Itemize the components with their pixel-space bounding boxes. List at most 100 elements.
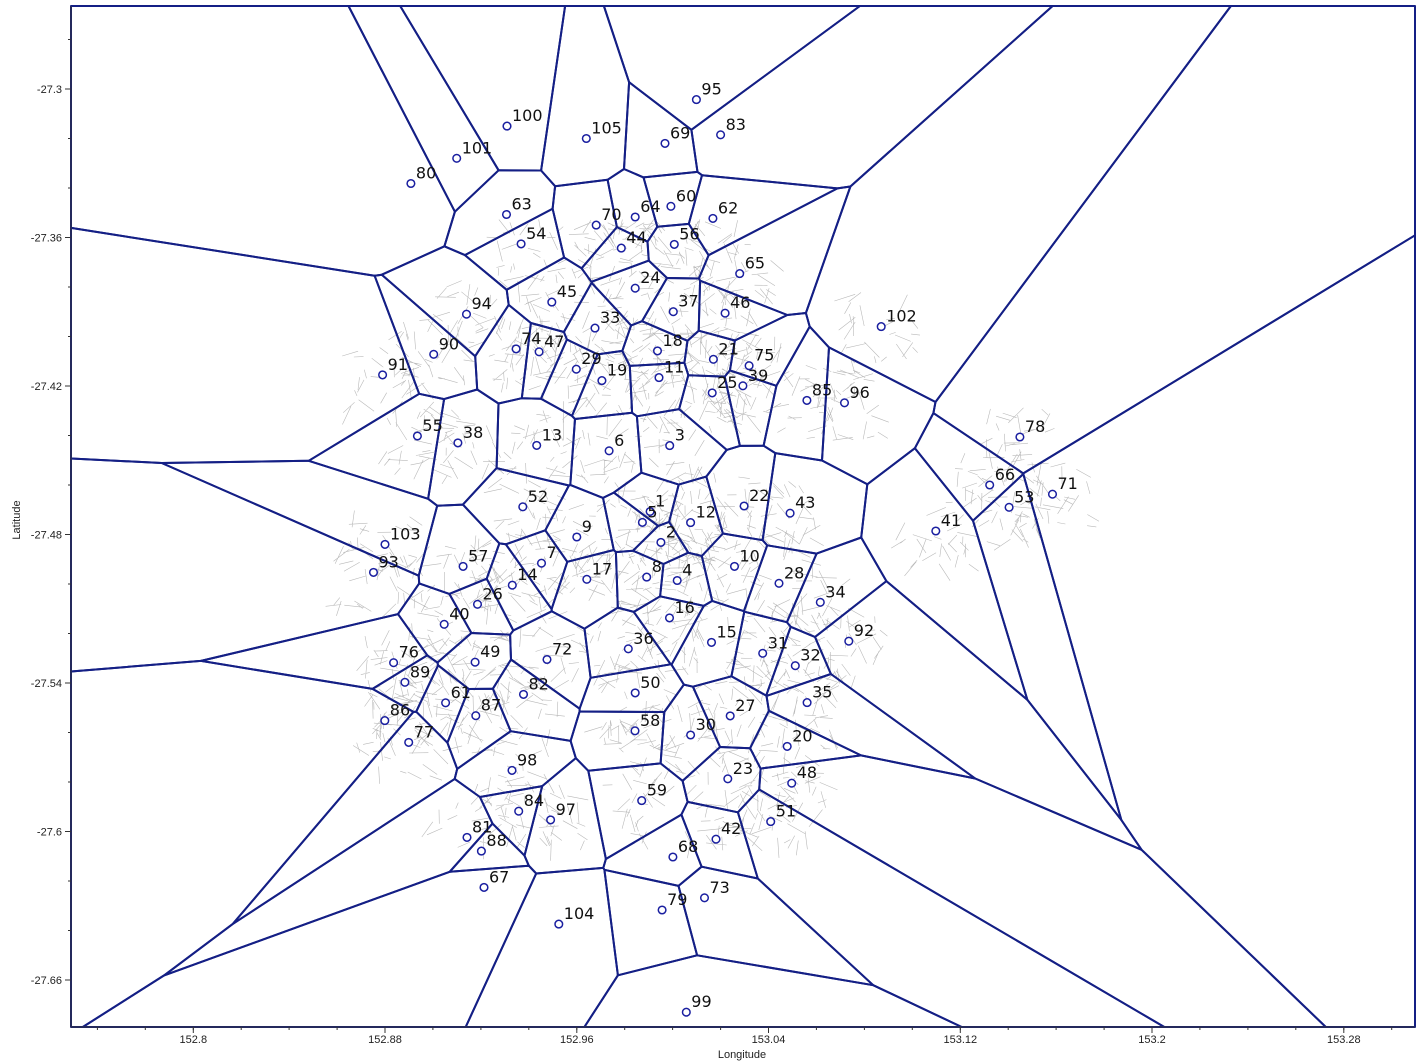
site-marker-73 [699,893,710,903]
site-marker-94 [461,309,472,319]
site-label-47: 47 [544,332,564,351]
site-marker-88 [476,846,486,856]
x-axis-title: Longitude [718,1049,766,1061]
x-tick-label: 153.04 [752,1034,786,1046]
y-tick-label: -27.3 [37,84,62,96]
site-label-53: 53 [1014,487,1034,506]
site-marker-16 [664,613,675,623]
site-marker-36 [623,644,633,654]
site-label-46: 46 [730,293,750,312]
site-marker-35 [802,698,812,708]
site-label-72: 72 [552,640,572,659]
site-label-100: 100 [512,106,543,125]
site-label-97: 97 [556,800,576,819]
site-marker-25 [707,388,717,398]
site-label-65: 65 [745,254,765,273]
site-marker-50 [630,688,640,698]
site-marker-1 [645,506,655,517]
voronoi-cell-87 [446,687,512,770]
site-marker-68 [668,852,678,862]
site-marker-18 [652,346,663,356]
site-marker-89 [400,677,410,687]
site-marker-75 [744,361,754,371]
site-marker-51 [766,817,776,827]
site-label-11: 11 [664,358,684,377]
site-label-84: 84 [524,791,544,810]
y-tick-label: -27.36 [31,233,62,245]
site-label-80: 80 [416,164,436,183]
voronoi-cell-92 [814,580,1143,851]
site-label-48: 48 [797,763,817,782]
site-label-14: 14 [517,565,537,584]
site-marker-74 [511,344,521,354]
site-marker-100 [502,121,512,131]
site-marker-81 [462,832,472,842]
site-label-10: 10 [740,546,760,565]
site-marker-93 [368,567,379,577]
site-marker-47 [534,347,544,357]
site-marker-10 [729,561,740,571]
site-label-101: 101 [462,138,493,157]
site-marker-98 [507,765,517,775]
site-marker-96 [839,398,850,408]
site-label-99: 99 [691,992,711,1011]
site-label-94: 94 [472,294,492,313]
y-tick-label: -27.48 [31,530,62,542]
site-label-54: 54 [526,224,546,243]
site-marker-77 [404,737,414,747]
site-label-49: 49 [480,642,500,661]
site-marker-31 [758,648,768,658]
site-label-24: 24 [640,268,660,287]
site-label-29: 29 [581,349,601,368]
site-label-92: 92 [854,621,874,640]
voronoi-cell-103 [160,459,439,577]
site-marker-32 [790,661,800,671]
site-label-36: 36 [633,629,653,648]
site-marker-78 [1015,432,1025,442]
site-label-86: 86 [390,701,410,720]
site-label-103: 103 [390,524,421,543]
site-marker-57 [458,561,468,571]
site-label-83: 83 [726,115,746,134]
site-marker-20 [782,741,792,751]
site-label-9: 9 [582,517,592,536]
site-label-30: 30 [696,715,716,734]
site-marker-26 [472,599,483,609]
site-label-74: 74 [521,329,541,348]
site-label-33: 33 [600,308,620,327]
site-label-88: 88 [486,831,506,850]
x-tick-label: 152.8 [180,1034,208,1046]
site-marker-49 [470,657,480,667]
site-label-102: 102 [886,307,917,326]
site-marker-102 [876,322,886,332]
site-label-96: 96 [850,383,870,402]
site-label-73: 73 [710,878,730,897]
site-marker-3 [665,441,675,451]
site-marker-22 [739,501,749,511]
site-marker-40 [439,619,449,629]
site-marker-38 [453,438,463,448]
site-label-64: 64 [640,197,660,216]
site-marker-43 [785,508,795,518]
site-label-90: 90 [439,334,459,353]
site-marker-80 [406,178,416,189]
site-marker-5 [637,517,647,527]
site-label-41: 41 [941,511,961,530]
site-marker-2 [656,537,666,547]
voronoi-cell-98 [453,730,577,798]
site-label-37: 37 [678,292,698,311]
site-marker-70 [591,220,601,230]
site-label-58: 58 [640,711,660,730]
site-marker-90 [429,349,439,359]
site-marker-17 [582,574,592,584]
site-marker-24 [630,283,640,293]
site-label-31: 31 [768,633,788,652]
site-label-91: 91 [388,355,408,374]
site-label-2: 2 [666,522,676,541]
site-marker-13 [532,440,542,450]
site-label-85: 85 [812,380,832,399]
voronoi-cell-93 [70,457,421,673]
y-tick-label: -27.42 [31,381,62,393]
y-axis-title: Latitude [11,500,23,539]
